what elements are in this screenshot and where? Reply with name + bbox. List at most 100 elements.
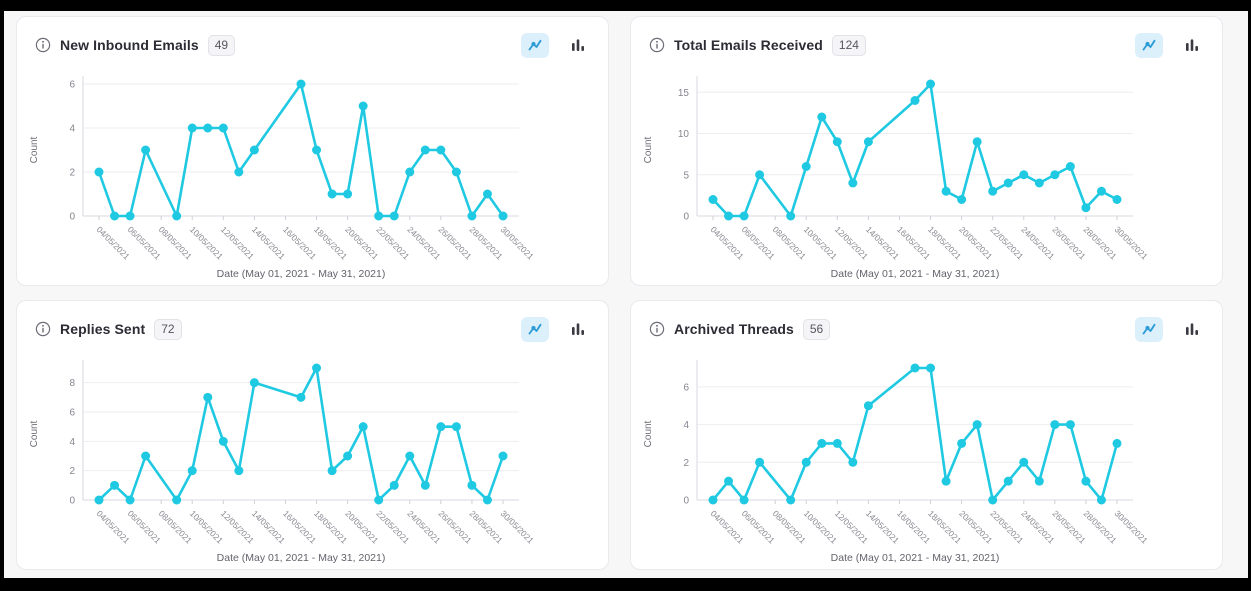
svg-text:4: 4 xyxy=(683,420,689,431)
svg-text:5: 5 xyxy=(683,170,689,181)
data-point xyxy=(1019,457,1029,467)
data-point xyxy=(786,495,796,505)
line-chart-toggle-button[interactable] xyxy=(1135,32,1163,58)
data-point xyxy=(203,123,213,133)
bar-chart-icon xyxy=(572,39,584,51)
bar-chart-toggle-button[interactable] xyxy=(564,33,592,58)
total-count-badge: 124 xyxy=(831,34,866,56)
data-point xyxy=(910,96,920,105)
data-point xyxy=(708,195,718,204)
chart-card-archived-threads: Archived Threads 56 0 2 4 6 04/05/2021 06/05/… xyxy=(630,300,1223,570)
bar-chart-toggle-button[interactable] xyxy=(1178,33,1206,58)
data-point xyxy=(988,495,998,505)
data-point xyxy=(1081,203,1091,213)
data-point xyxy=(801,162,811,171)
x-axis-title: Date (May 01, 2021 - May 31, 2021) xyxy=(831,552,1000,564)
data-point xyxy=(420,145,430,155)
chart-title: Archived Threads xyxy=(674,321,794,337)
data-point xyxy=(972,137,982,147)
data-point xyxy=(358,101,368,111)
data-point xyxy=(374,495,384,505)
data-point xyxy=(941,186,951,196)
data-point xyxy=(786,211,796,221)
data-point xyxy=(187,123,197,133)
data-point xyxy=(739,211,749,221)
data-point xyxy=(94,167,104,177)
data-point xyxy=(988,186,998,196)
total-count-badge: 49 xyxy=(207,34,236,56)
axis-labels: 024604/05/202106/05/202108/05/202110/05/… xyxy=(643,382,1150,564)
data-point xyxy=(1096,186,1106,196)
data-point xyxy=(863,137,873,147)
chart-card-total-emails-received: Total Emails Received 124 0 5 10 15 04/05/20… xyxy=(630,16,1223,286)
svg-text:0: 0 xyxy=(683,212,689,223)
axes xyxy=(82,76,504,220)
data-point xyxy=(312,363,322,373)
info-icon[interactable] xyxy=(35,321,51,337)
bar-chart-icon xyxy=(572,323,584,335)
data-point xyxy=(110,211,120,221)
data-point xyxy=(203,392,213,402)
data-point xyxy=(234,466,244,476)
svg-text:2: 2 xyxy=(683,458,689,469)
grid-lines xyxy=(697,386,1133,501)
data-point xyxy=(926,363,936,373)
data-point xyxy=(724,476,734,486)
charts-grid: New Inbound Emails 49 0 2 4 6 04/05/2021 06/0… xyxy=(4,11,1248,578)
data-point xyxy=(708,495,718,505)
data-point xyxy=(724,211,734,221)
info-icon[interactable] xyxy=(649,321,665,337)
total-count-badge: 72 xyxy=(154,318,182,340)
data-point xyxy=(832,137,842,147)
svg-text:0: 0 xyxy=(69,496,75,507)
data-point xyxy=(172,211,182,221)
svg-text:6: 6 xyxy=(69,80,75,91)
svg-text:15: 15 xyxy=(678,88,690,99)
data-point xyxy=(832,438,842,448)
chart-title: Replies Sent xyxy=(60,321,146,337)
svg-text:30/05/2021: 30/05/2021 xyxy=(499,508,536,545)
data-point xyxy=(125,211,135,221)
svg-text:30/05/2021: 30/05/2021 xyxy=(1113,508,1150,545)
data-point xyxy=(1096,495,1106,505)
bar-chart-toggle-button[interactable] xyxy=(1178,317,1206,342)
data-point xyxy=(420,480,430,490)
data-point xyxy=(467,480,477,490)
data-point xyxy=(817,112,827,122)
data-point xyxy=(910,363,920,373)
data-point xyxy=(218,123,228,133)
data-point xyxy=(343,451,353,461)
line-chart: 0246804/05/202106/05/202108/05/202110/05… xyxy=(29,360,536,564)
data-point xyxy=(863,401,873,411)
info-icon[interactable] xyxy=(649,37,665,53)
info-icon[interactable] xyxy=(35,37,51,53)
bar-chart-toggle-button[interactable] xyxy=(564,317,592,342)
card-header: Total Emails Received 124 xyxy=(631,17,1222,62)
data-point xyxy=(296,79,306,89)
line-series xyxy=(708,79,1122,221)
data-point xyxy=(848,457,858,467)
line-series xyxy=(708,363,1122,505)
total-count-badge: 56 xyxy=(802,318,831,340)
bar-chart-icon xyxy=(1186,323,1198,335)
svg-text:2: 2 xyxy=(69,168,75,179)
data-point xyxy=(327,189,337,199)
data-point xyxy=(1050,420,1060,430)
line-chart: 024604/05/202106/05/202108/05/202110/05/… xyxy=(643,360,1150,564)
data-point xyxy=(1003,476,1013,486)
data-point xyxy=(817,438,827,448)
line-chart-toggle-button[interactable] xyxy=(1135,316,1163,342)
line-chart-icon xyxy=(528,323,542,335)
line-chart-toggle-button[interactable] xyxy=(521,316,549,342)
data-point xyxy=(172,495,182,505)
data-point xyxy=(755,457,765,467)
x-axis-title: Date (May 01, 2021 - May 31, 2021) xyxy=(831,268,1000,280)
data-point xyxy=(94,495,104,505)
data-point xyxy=(972,420,982,430)
data-point xyxy=(249,145,259,155)
line-chart: 024604/05/202106/05/202108/05/202110/05/… xyxy=(29,76,536,280)
data-point xyxy=(327,466,337,476)
data-point xyxy=(451,422,461,432)
chart-card-new-inbound-emails: New Inbound Emails 49 0 2 4 6 04/05/2021 06/0… xyxy=(16,16,609,286)
line-chart-toggle-button[interactable] xyxy=(521,32,549,58)
